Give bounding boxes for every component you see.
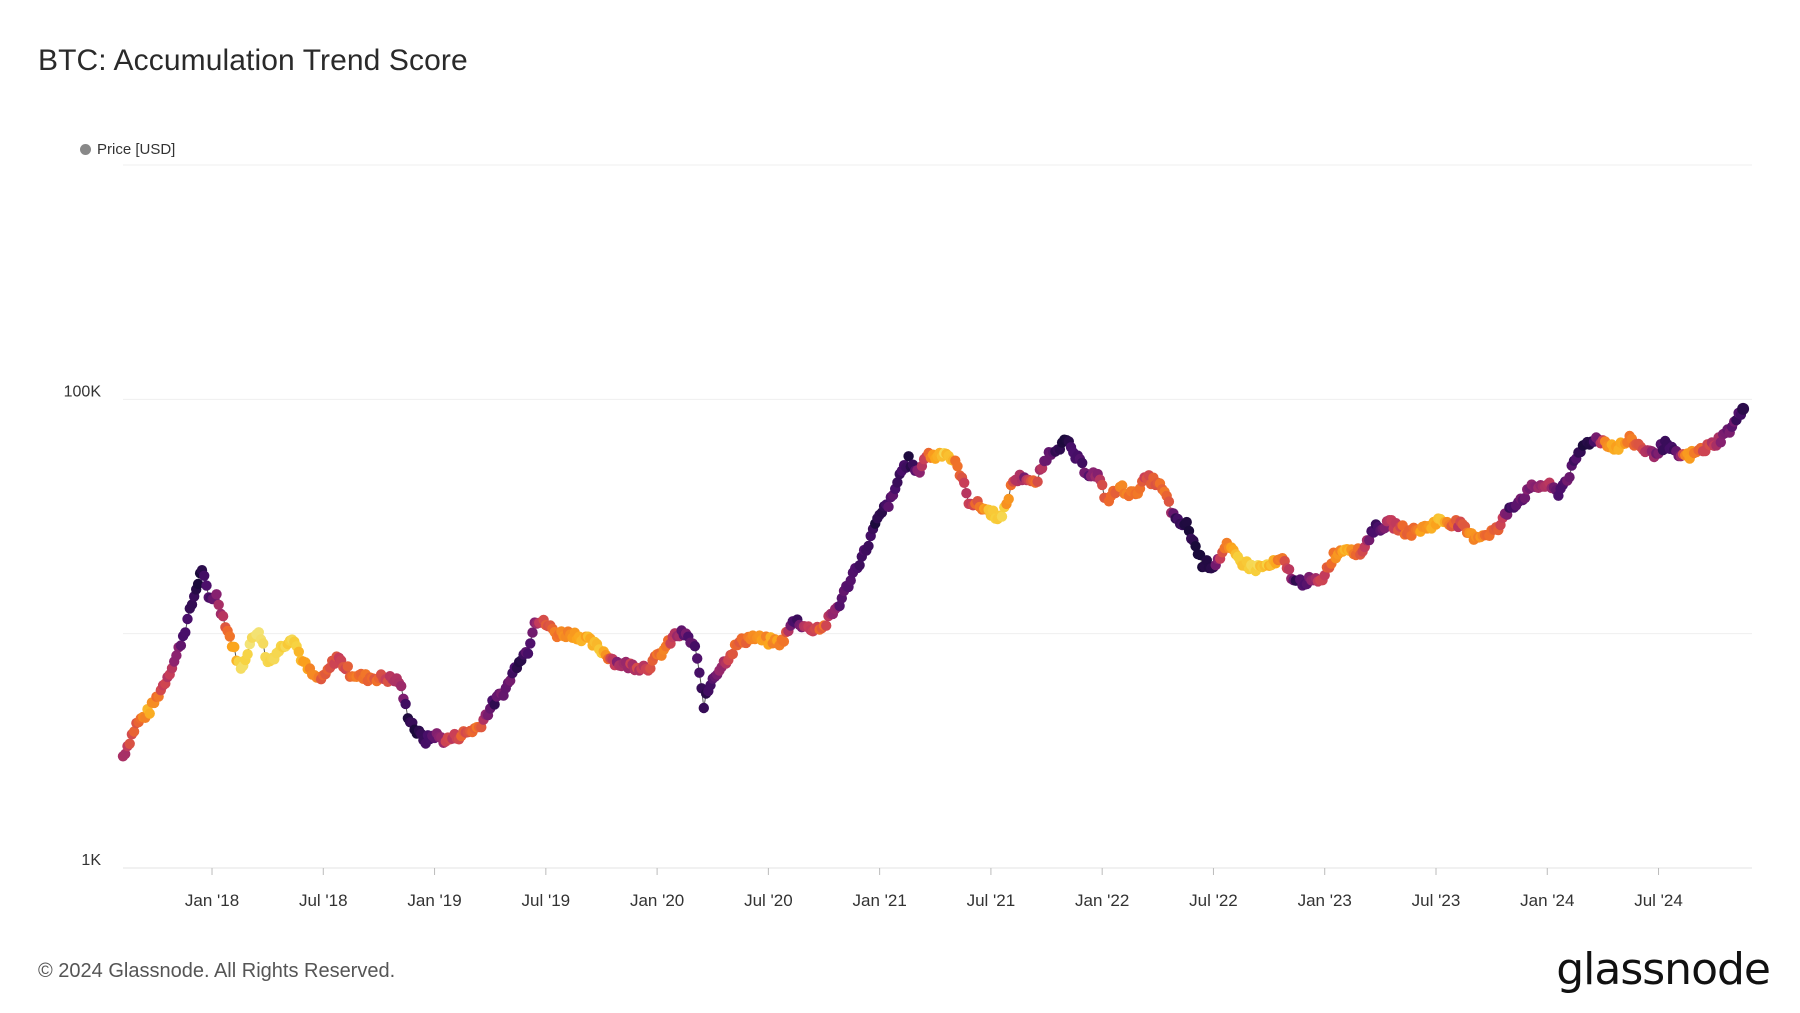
x-tick-label: Jul '18 bbox=[299, 891, 348, 910]
price-point[interactable] bbox=[242, 649, 253, 660]
price-point[interactable] bbox=[201, 580, 212, 591]
y-axis-ticks: 1K 100K bbox=[64, 383, 102, 869]
chart-title: BTC: Accumulation Trend Score bbox=[38, 44, 468, 77]
price-point[interactable] bbox=[211, 589, 222, 600]
price-point[interactable] bbox=[175, 640, 187, 651]
price-point[interactable] bbox=[171, 650, 182, 661]
brand-logo: glassnode bbox=[1556, 944, 1771, 995]
price-point[interactable] bbox=[1181, 516, 1192, 528]
price-point[interactable] bbox=[1183, 525, 1195, 537]
price-point[interactable] bbox=[727, 648, 738, 660]
price-point[interactable] bbox=[645, 663, 656, 674]
x-tick-label: Jul '20 bbox=[744, 891, 793, 910]
price-point[interactable] bbox=[952, 461, 963, 472]
price-point[interactable] bbox=[1715, 437, 1727, 448]
price-point[interactable] bbox=[845, 575, 856, 586]
price-point[interactable] bbox=[1737, 402, 1750, 415]
price-point[interactable] bbox=[527, 627, 538, 638]
x-tick-label: Jan '23 bbox=[1298, 891, 1352, 910]
copyright-text: © 2024 Glassnode. All Rights Reserved. bbox=[38, 960, 396, 982]
price-point[interactable] bbox=[892, 477, 903, 488]
price-point[interactable] bbox=[224, 631, 235, 642]
price-point[interactable] bbox=[522, 648, 534, 659]
price-point[interactable] bbox=[182, 613, 193, 625]
x-tick-label: Jan '19 bbox=[407, 891, 461, 910]
price-point[interactable] bbox=[863, 540, 874, 552]
price-point[interactable] bbox=[144, 708, 155, 719]
legend-label: Price [USD] bbox=[97, 141, 176, 158]
x-tick-label: Jul '24 bbox=[1634, 891, 1683, 910]
x-tick-label: Jul '19 bbox=[522, 891, 571, 910]
price-point[interactable] bbox=[124, 738, 135, 749]
price-point[interactable] bbox=[694, 667, 705, 678]
price-point[interactable] bbox=[199, 570, 210, 581]
price-point[interactable] bbox=[1319, 570, 1330, 581]
price-point[interactable] bbox=[903, 451, 914, 462]
price-points bbox=[117, 402, 1750, 762]
price-line bbox=[122, 412, 1742, 757]
price-path bbox=[122, 412, 1742, 757]
x-tick-label: Jan '20 bbox=[630, 891, 684, 910]
x-tick-label: Jan '24 bbox=[1520, 891, 1574, 910]
price-point[interactable] bbox=[698, 702, 709, 714]
price-point[interactable] bbox=[293, 646, 304, 657]
price-point[interactable] bbox=[229, 641, 240, 653]
price-point[interactable] bbox=[883, 501, 894, 512]
price-point[interactable] bbox=[1564, 472, 1575, 483]
price-point[interactable] bbox=[689, 641, 701, 652]
price-point[interactable] bbox=[217, 611, 229, 622]
price-point[interactable] bbox=[120, 748, 131, 760]
price-point[interactable] bbox=[854, 560, 865, 571]
price-point[interactable] bbox=[258, 638, 269, 649]
price-point[interactable] bbox=[489, 699, 500, 710]
price-point[interactable] bbox=[996, 511, 1008, 522]
price-point[interactable] bbox=[180, 627, 191, 638]
legend-dot-icon bbox=[80, 144, 91, 155]
x-tick-label: Jul '23 bbox=[1412, 891, 1461, 910]
x-tick-label: Jan '18 bbox=[185, 891, 239, 910]
price-point[interactable] bbox=[213, 599, 224, 610]
y-tick-label: 100K bbox=[64, 383, 102, 400]
price-point[interactable] bbox=[778, 636, 790, 647]
price-point[interactable] bbox=[1163, 496, 1175, 507]
price-point[interactable] bbox=[525, 638, 536, 649]
y-tick-label: 1K bbox=[81, 852, 101, 869]
price-point[interactable] bbox=[961, 488, 972, 499]
price-point[interactable] bbox=[1190, 541, 1201, 552]
price-point[interactable] bbox=[1519, 492, 1531, 504]
price-point[interactable] bbox=[1032, 476, 1043, 487]
legend[interactable]: Price [USD] bbox=[80, 141, 175, 158]
price-point[interactable] bbox=[959, 477, 970, 488]
x-axis-ticks: Jan '18 Jul '18 Jan '19 Jul '19 Jan '20 Jul '… bbox=[185, 868, 1683, 910]
price-point[interactable] bbox=[1077, 457, 1088, 469]
x-tick-label: Jul '21 bbox=[967, 891, 1016, 910]
price-point[interactable] bbox=[396, 680, 407, 692]
x-tick-label: Jan '22 bbox=[1075, 891, 1129, 910]
x-tick-label: Jan '21 bbox=[852, 891, 906, 910]
price-point[interactable] bbox=[692, 653, 703, 664]
price-point[interactable] bbox=[1097, 479, 1108, 491]
price-point[interactable] bbox=[342, 661, 353, 672]
x-tick-label: Jul '22 bbox=[1189, 891, 1238, 910]
price-point[interactable] bbox=[1003, 493, 1014, 505]
price-point[interactable] bbox=[1117, 480, 1128, 491]
price-point[interactable] bbox=[821, 620, 832, 631]
price-point[interactable] bbox=[186, 599, 198, 610]
price-point[interactable] bbox=[400, 698, 411, 710]
price-point[interactable] bbox=[128, 726, 140, 737]
grid-lines bbox=[123, 164, 1752, 869]
price-point[interactable] bbox=[1283, 564, 1295, 575]
price-point[interactable] bbox=[192, 578, 204, 590]
price-point[interactable] bbox=[1364, 535, 1375, 546]
